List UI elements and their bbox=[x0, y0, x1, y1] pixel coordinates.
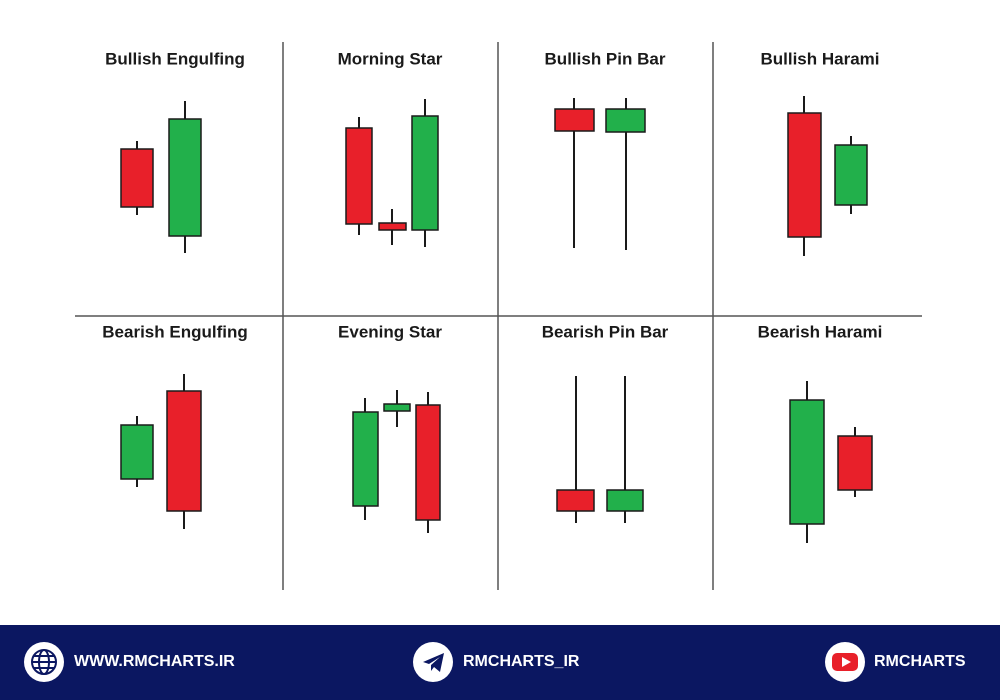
panel-title: Bullish Harami bbox=[760, 49, 879, 68]
youtube-link[interactable]: RMCHARTS bbox=[825, 642, 966, 682]
globe-glyph bbox=[31, 649, 57, 675]
candle bbox=[789, 381, 825, 543]
candle bbox=[345, 117, 373, 235]
candle bbox=[605, 98, 646, 250]
candle bbox=[166, 374, 202, 529]
panel-title: Bullish Engulfing bbox=[105, 49, 245, 68]
panel-title: Bearish Pin Bar bbox=[542, 322, 669, 341]
candle bbox=[383, 390, 411, 427]
candle bbox=[120, 141, 154, 215]
candle bbox=[787, 96, 822, 256]
candle bbox=[411, 99, 439, 247]
panel-title: Bearish Harami bbox=[758, 322, 883, 341]
youtube-text: RMCHARTS bbox=[874, 653, 966, 670]
telegram-text: RMCHARTS_IR bbox=[463, 653, 580, 670]
website-text: WWW.RMCHARTS.IR bbox=[74, 653, 235, 670]
website-link[interactable]: WWW.RMCHARTS.IR bbox=[24, 642, 235, 682]
candle bbox=[415, 392, 441, 533]
candle bbox=[554, 98, 595, 248]
candle bbox=[556, 376, 595, 523]
telegram-link[interactable]: RMCHARTS_IR bbox=[413, 642, 580, 682]
telegram-glyph bbox=[423, 653, 444, 672]
candle bbox=[606, 376, 644, 523]
youtube-play bbox=[842, 657, 851, 667]
panel-title: Bearish Engulfing bbox=[102, 322, 247, 341]
telegram-icon bbox=[413, 642, 453, 682]
panel-title: Morning Star bbox=[338, 49, 443, 68]
candle bbox=[837, 427, 873, 497]
grid-separators bbox=[75, 42, 922, 590]
panel-title: Bullish Pin Bar bbox=[545, 49, 666, 68]
panel-title: Evening Star bbox=[338, 322, 442, 341]
candle bbox=[352, 398, 379, 520]
candle bbox=[120, 416, 154, 487]
candle bbox=[834, 136, 868, 214]
candle bbox=[168, 101, 202, 253]
candle bbox=[378, 209, 407, 245]
